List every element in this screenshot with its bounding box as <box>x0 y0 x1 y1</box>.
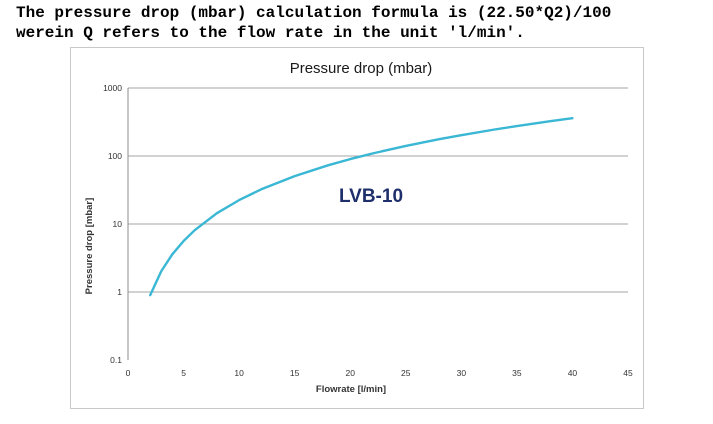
y-tick-labels: 1000 100 10 1 0.1 <box>103 83 122 365</box>
y-tick-label-2: 10 <box>113 219 123 229</box>
x-tick-label-0: 0 <box>126 368 131 378</box>
series-line-0 <box>148 116 574 297</box>
y-tick-label-0: 1000 <box>103 83 122 93</box>
x-tick-label-1: 5 <box>181 368 186 378</box>
pressure-drop-chart: 1000 100 10 1 0.1 0 5 10 15 20 25 30 35 40 45 Pressur… <box>84 60 633 395</box>
chart-frame: 1000 100 10 1 0.1 0 5 10 15 20 25 30 35 40 45 Pressur… <box>70 47 644 409</box>
y-tick-label-3: 1 <box>117 287 122 297</box>
y-tick-label-1: 100 <box>108 151 122 161</box>
intro-line-1: The pressure drop (mbar) calculation for… <box>16 4 612 22</box>
intro-text: The pressure drop (mbar) calculation for… <box>16 3 611 43</box>
series-annotation: LVB-10 <box>339 186 403 207</box>
x-tick-label-6: 30 <box>457 368 467 378</box>
x-tick-label-9: 45 <box>623 368 633 378</box>
x-tick-label-5: 25 <box>401 368 411 378</box>
y-axis-label: Pressure drop [mbar] <box>84 198 95 295</box>
x-tick-label-8: 40 <box>568 368 578 378</box>
x-tick-label-4: 20 <box>345 368 355 378</box>
x-axis-label: Flowrate [l/min] <box>316 384 386 395</box>
x-tick-label-7: 35 <box>512 368 522 378</box>
series-group <box>148 116 574 297</box>
x-tick-labels: 0 5 10 15 20 25 30 35 40 45 <box>126 368 633 378</box>
chart-title: Pressure drop (mbar) <box>290 60 433 77</box>
y-tick-label-4: 0.1 <box>110 355 122 365</box>
x-tick-label-2: 10 <box>234 368 244 378</box>
x-tick-label-3: 15 <box>290 368 300 378</box>
intro-line-2: werein Q refers to the flow rate in the … <box>16 24 525 42</box>
grid-lines <box>128 87 628 293</box>
